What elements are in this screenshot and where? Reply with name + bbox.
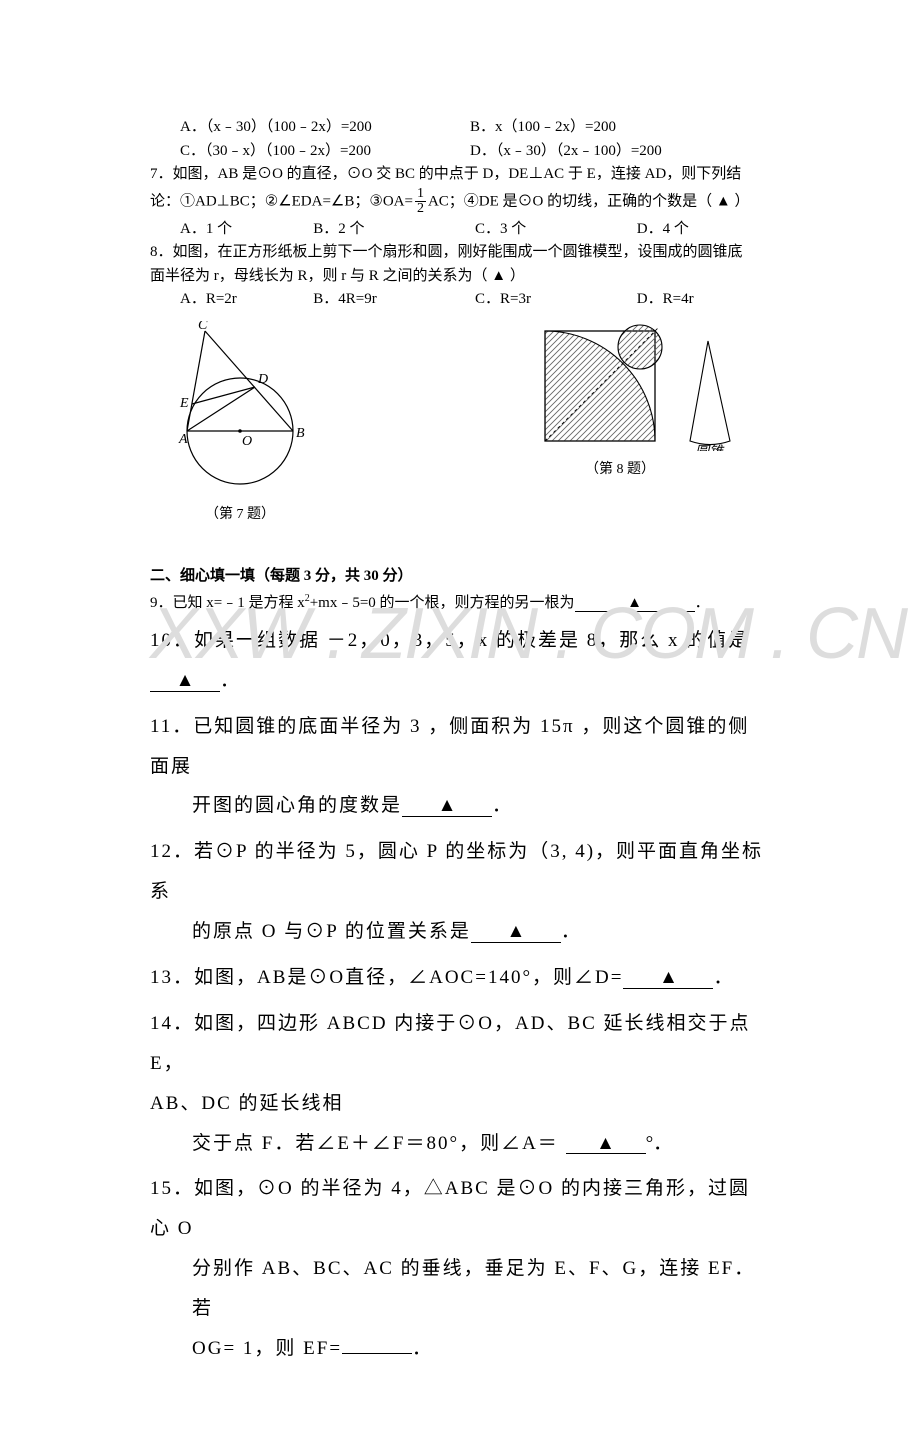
q6-opt-c: C．（30﹣x）（100﹣2x）=200 [180,140,470,163]
q14-l3b: °． [646,1133,673,1154]
q8-opt-c: C．R=3r [475,288,637,311]
q8-line2: 面半径为 r，母线长为 R，则 r 与 R 之间的关系为（ ▲ ） [150,265,770,288]
q15-l2: 分别作 AB、BC、AC 的垂线，垂足为 E、F、G，连接 EF．若 [150,1249,770,1329]
q6-options-row1: A．（x﹣30）（100﹣2x）=200 B．x（100﹣2x）=200 [180,116,770,139]
q11-l2b: ． [492,795,511,816]
q9-blank: ▲ [575,595,695,612]
q12: 12．若⊙P 的半径为 5，圆心 P 的坐标为（3, 4)，则平面直角坐标系 的… [150,832,770,952]
fig7-label-c: C [198,321,208,333]
q6-opt-b: B．x（100﹣2x）=200 [470,116,720,139]
q10-text: 10．如果一组数据 －2，0，3，5，x 的极差是 8，那么 x 的值是 [150,630,749,651]
q15-l3a: OG= 1，则 EF= [192,1338,342,1359]
q10-blank: ▲ [150,671,220,692]
q12-l2b: ． [561,921,580,942]
q7-line2: 论：①AD⊥BC；②∠EDA=∠B；③OA=12AC；④DE 是⊙O 的切线，正… [150,187,770,217]
q8-opt-a: A．R=2r [180,288,313,311]
q7-line1: 7．如图，AB 是⊙O 的直径，⊙O 交 BC 的中点于 D，DE⊥AC 于 E… [150,163,770,186]
section-2-header: 二、细心填一填（每题 3 分，共 30 分） [150,565,770,588]
q10: 10．如果一组数据 －2，0，3，5，x 的极差是 8，那么 x 的值是 ▲． [150,621,770,701]
q7-opt-b: B．2 个 [313,218,475,241]
q9-b: +mx﹣5=0 的一个根，则方程的另一根为 [310,595,575,611]
q7-opt-d: D．4 个 [637,218,770,241]
fig7-label-a: A [178,432,188,447]
q8-opt-b: B．4R=9r [313,288,475,311]
q7-line2a: 论：①AD⊥BC；②∠EDA=∠B；③OA= [150,193,413,209]
figures-row: C D E A O B （第 7 题） [150,321,770,525]
q7-opt-a: A．1 个 [180,218,313,241]
q11-blank: ▲ [402,796,492,817]
q14-l3a: 交于点 F．若∠E＋∠F＝80°，则∠A＝ [192,1133,566,1154]
q13-b: ． [713,967,732,988]
q14-l2: AB、DC 的延长线相 [150,1084,770,1124]
figure-8-svg: 圆锥 [540,321,750,451]
q7-opt-c: C．3 个 [475,218,637,241]
q12-blank: ▲ [471,922,561,943]
q8-options: A．R=2r B．4R=9r C．R=3r D．R=4r [180,288,770,311]
q11-l2a: 开图的圆心角的度数是 [192,795,402,816]
q14: 14．如图，四边形 ABCD 内接于⊙O，AD、BC 延长线相交于点 E， AB… [150,1004,770,1164]
figure-8: 圆锥 （第 8 题） [540,321,750,480]
q8-opt-d: D．R=4r [637,288,770,311]
q13-blank: ▲ [623,968,713,989]
fraction-one-half: 12 [415,187,426,217]
figure-7-svg: C D E A O B [150,321,330,496]
q15-blank [342,1333,412,1354]
fig7-label-o: O [242,434,252,449]
fig8-cone-label: 圆锥 [695,444,725,451]
q10-end: ． [220,670,239,691]
q14-blank: ▲ [566,1134,646,1155]
q13: 13．如图，AB是⊙O直径，∠AOC=140°，则∠D=▲． [150,958,770,998]
q9-a: 9．已知 x=﹣1 是方程 x [150,595,305,611]
q9: 9．已知 x=﹣1 是方程 x2+mx﹣5=0 的一个根，则方程的另一根为▲． [150,591,770,615]
q6-options-row2: C．（30﹣x）（100﹣2x）=200 D．（x﹣30）（2x﹣100）=20… [180,140,770,163]
q11: 11．已知圆锥的底面半径为 3 ，侧面积为 15π ，则这个圆锥的侧面展 开图的… [150,707,770,827]
fig7-label-e: E [179,396,189,411]
q13-a: 13．如图，AB是⊙O直径，∠AOC=140°，则∠D= [150,967,623,988]
q11-l1: 11．已知圆锥的底面半径为 3 ，侧面积为 15π ，则这个圆锥的侧面展 [150,707,770,787]
q15-l3b: ． [412,1338,431,1359]
fig7-label-d: D [257,372,268,387]
figure-7: C D E A O B （第 7 题） [150,321,330,525]
q8-line1: 8．如图，在正方形纸板上剪下一个扇形和圆，刚好能围成一个圆锥模型，设围成的圆锥底 [150,241,770,264]
figure-8-caption: （第 8 题） [540,459,700,480]
q7-line2b: AC；④DE 是⊙O 的切线，正确的个数是（ ▲ ） [428,193,750,209]
q9-c: ． [695,595,710,611]
q12-l2a: 的原点 O 与⊙P 的位置关系是 [192,921,471,942]
q14-l1: 14．如图，四边形 ABCD 内接于⊙O，AD、BC 延长线相交于点 E， [150,1004,770,1084]
figure-7-caption: （第 7 题） [150,504,330,525]
q6-opt-a: A．（x﹣30）（100﹣2x）=200 [180,116,470,139]
q6-opt-d: D．（x﹣30）（2x﹣100）=200 [470,140,720,163]
fig7-label-b: B [296,426,305,441]
q12-l1: 12．若⊙P 的半径为 5，圆心 P 的坐标为（3, 4)，则平面直角坐标系 [150,832,770,912]
q15: 15．如图，⊙O 的半径为 4，△ABC 是⊙O 的内接三角形，过圆心 O 分别… [150,1169,770,1368]
q15-l1: 15．如图，⊙O 的半径为 4，△ABC 是⊙O 的内接三角形，过圆心 O [150,1169,770,1249]
q7-options: A．1 个 B．2 个 C．3 个 D．4 个 [180,218,770,241]
